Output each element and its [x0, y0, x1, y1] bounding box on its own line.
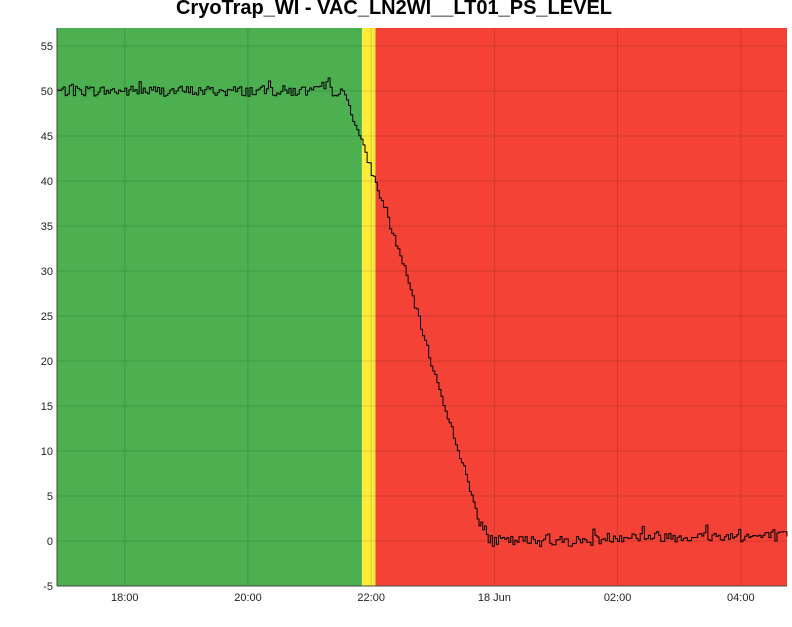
series-layer: [57, 77, 788, 547]
y-tick-label: 55: [41, 41, 53, 53]
x-tick-label: 04:00: [727, 592, 755, 604]
y-tick-label: 30: [41, 266, 53, 278]
x-tick-labels: 18:00 20:00 22:00 18 Jun 02:00 04:00: [111, 592, 755, 604]
series-line: [57, 77, 788, 547]
y-tick-label: 50: [41, 86, 53, 98]
band-ok: [57, 28, 362, 586]
y-tick-label: 10: [41, 446, 53, 458]
x-tick-label: 20:00: [234, 592, 262, 604]
chart-title: CryoTrap_WI - VAC_LN2WI__LT01_PS_LEVEL: [175, 0, 613, 19]
y-tick-label: -5: [43, 581, 53, 593]
y-tick-label: 25: [41, 311, 53, 323]
x-tick-label: 18 Jun: [478, 592, 511, 604]
y-tick-label: 45: [41, 131, 53, 143]
y-tick-label: 5: [47, 491, 53, 503]
x-tick-label: 22:00: [357, 592, 385, 604]
x-tick-label: 02:00: [604, 592, 632, 604]
band-warning: [361, 28, 376, 586]
axes: [56, 28, 787, 587]
y-tick-label: 0: [47, 536, 53, 548]
y-tick-label: 20: [41, 356, 53, 368]
y-tick-label: 35: [41, 221, 53, 233]
band-alarm: [375, 28, 787, 586]
x-tick-label: 18:00: [111, 592, 139, 604]
y-tick-label: 15: [41, 401, 53, 413]
y-tick-label: 40: [41, 176, 53, 188]
y-tick-labels: -5 0 5 10 15 20 25 30 35 40 45 50 55: [41, 41, 53, 593]
status-bands: [57, 28, 787, 586]
